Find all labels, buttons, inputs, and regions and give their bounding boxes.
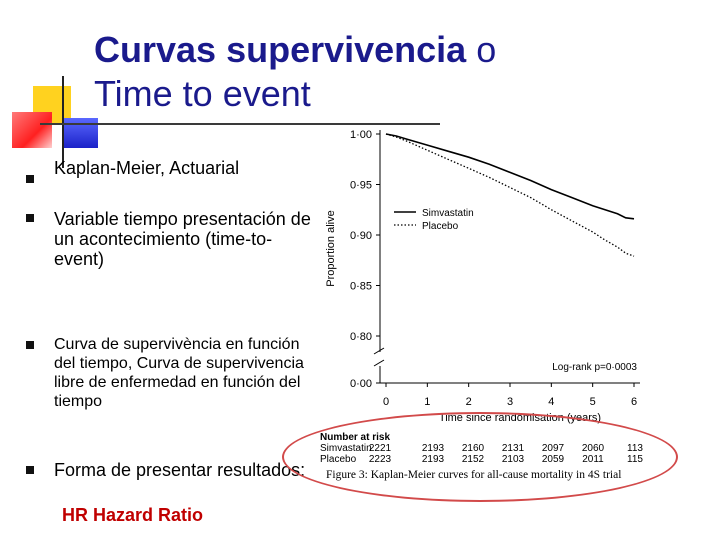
x-tick-label: 4: [548, 396, 554, 408]
y-tick-label: 0·95: [350, 180, 372, 192]
bullet-text-4: Forma de presentar resultados:: [54, 460, 306, 480]
title-underline: [40, 123, 440, 125]
y-tick-label: 0·00: [350, 378, 372, 390]
x-tick-label: 3: [507, 396, 513, 408]
log-rank-annotation: Log-rank p=0·0003: [552, 362, 637, 373]
x-tick-label: 1: [424, 396, 430, 408]
title-line-2: Time to event: [94, 73, 311, 114]
title-bold-part: Curvas supervivencia: [94, 29, 467, 70]
legend-label: Placebo: [422, 221, 459, 232]
x-tick-label: 6: [631, 396, 637, 408]
bullet-marker: [26, 341, 34, 349]
y-axis-label: Proportion alive: [325, 210, 337, 286]
series-line-placebo: [385, 133, 635, 257]
bullet-text-1: Kaplan-Meier, Actuarial: [54, 158, 240, 178]
y-tick-label: 0·80: [350, 331, 372, 343]
x-tick-label: 5: [590, 396, 596, 408]
series-line-simvastatin: [385, 133, 635, 220]
y-tick-label: 0·85: [350, 281, 372, 293]
legend-label: Simvastatin: [422, 208, 474, 219]
hazard-ratio-highlight: HR Hazard Ratio: [62, 505, 204, 525]
axis-break-mark: [373, 347, 385, 355]
bullet-text-3: Curva de supervivència en función del ti…: [54, 336, 304, 410]
bullet-text-2: Variable tiempo presentación de un acont…: [54, 209, 311, 269]
axis-break-mark: [373, 359, 385, 367]
slide-title: Curvas supervivencia o Time to event: [94, 28, 496, 116]
bullet-marker: [26, 466, 34, 474]
y-tick-label: 1·00: [350, 129, 372, 141]
bullet-marker: [26, 214, 34, 222]
decorative-red-square: [12, 112, 52, 148]
highlight-ellipse: [282, 412, 678, 502]
title-rest-part: o: [466, 29, 497, 70]
bullet-marker: [26, 175, 34, 183]
x-tick-label: 0: [383, 396, 389, 408]
decorative-vertical-line: [62, 76, 64, 168]
y-tick-label: 0·90: [350, 230, 372, 242]
x-tick-label: 2: [466, 396, 472, 408]
